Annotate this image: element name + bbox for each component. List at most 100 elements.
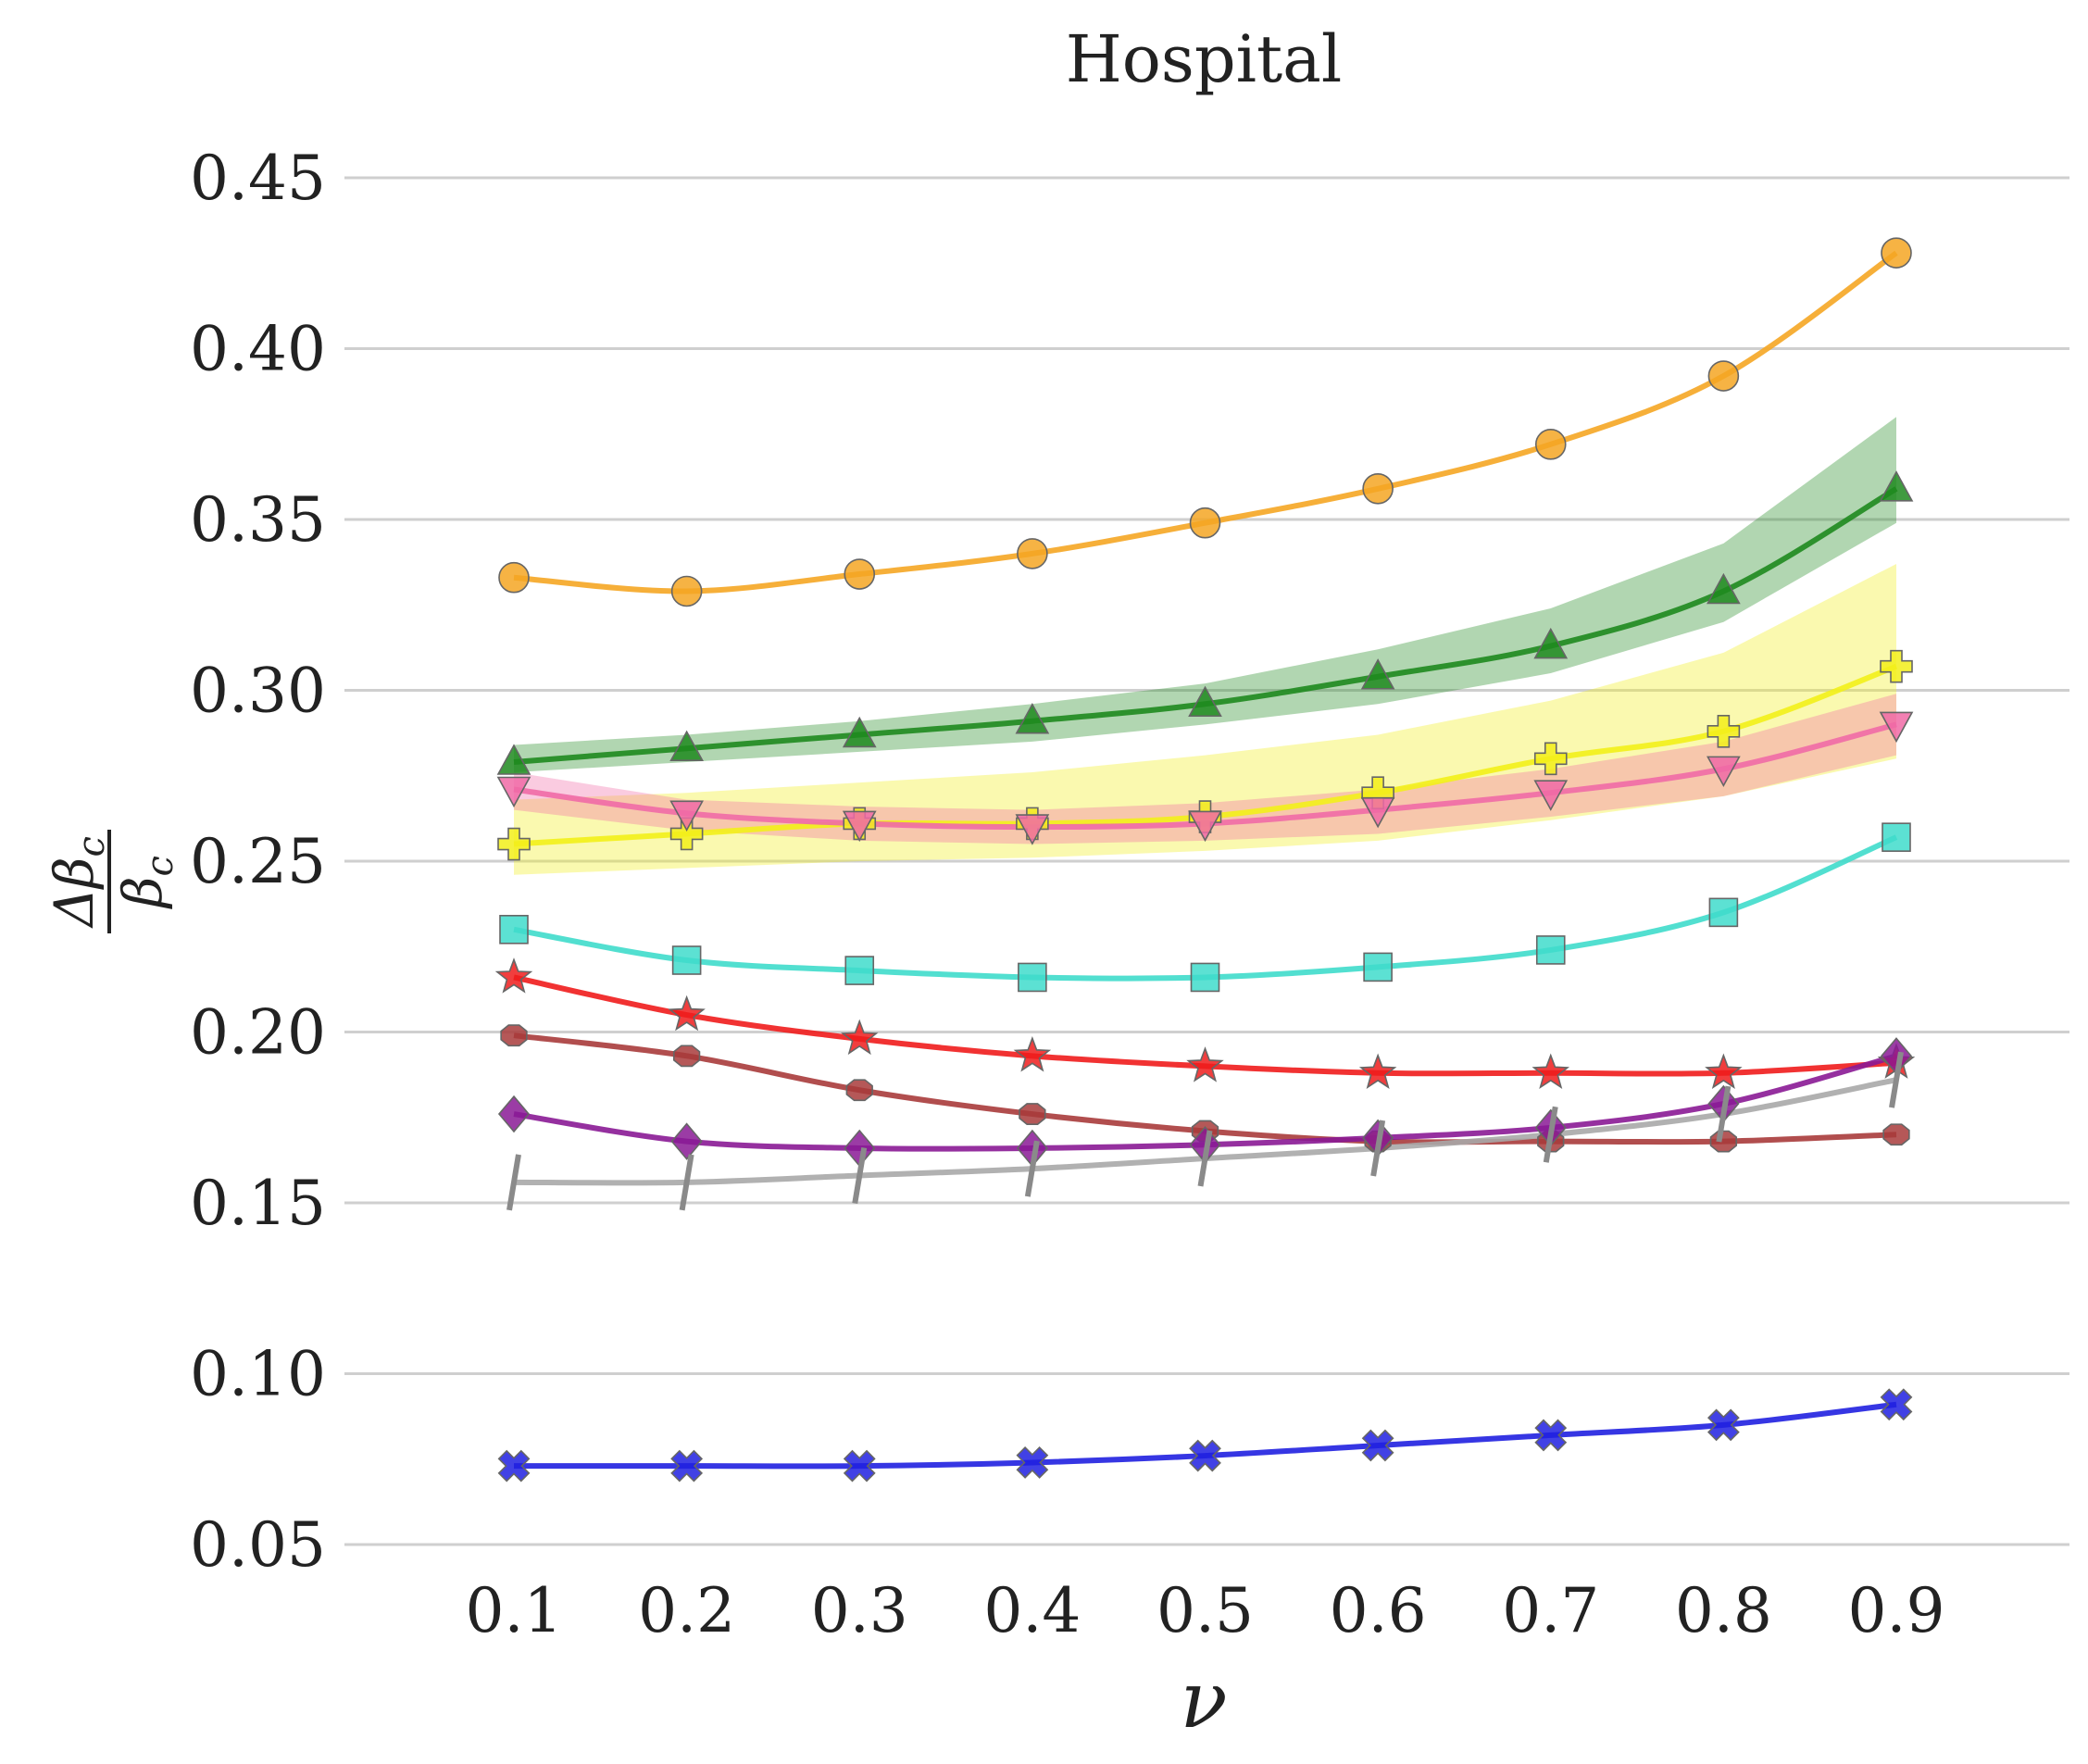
marker-blue bbox=[1707, 1408, 1740, 1442]
y-tick-label: 0.25 bbox=[190, 826, 326, 897]
x-tick-label: 0.1 bbox=[466, 1575, 563, 1646]
marker-blue bbox=[670, 1449, 704, 1483]
marker-brown bbox=[1019, 1103, 1046, 1125]
marker-yellow bbox=[497, 827, 531, 861]
marker-green bbox=[669, 730, 704, 762]
marker-turquoise bbox=[1708, 897, 1739, 928]
marker-brown bbox=[500, 1024, 528, 1047]
marker-pink bbox=[1188, 810, 1222, 843]
marker-gray bbox=[506, 1154, 521, 1211]
marker-turquoise bbox=[1363, 952, 1393, 982]
x-tick-label: 0.4 bbox=[983, 1575, 1081, 1646]
marker-red bbox=[1186, 1046, 1224, 1082]
x-axis-label: ν bbox=[1180, 1655, 1227, 1745]
marker-pink bbox=[1360, 796, 1395, 829]
marker-turquoise bbox=[844, 956, 875, 985]
x-tick-label: 0.7 bbox=[1502, 1575, 1599, 1646]
marker-blue bbox=[497, 1449, 531, 1483]
marker-gray bbox=[1889, 1051, 1904, 1108]
marker-pink bbox=[1707, 756, 1741, 788]
marker-orange bbox=[1017, 538, 1048, 569]
marker-orange bbox=[498, 561, 530, 594]
marker-red bbox=[1013, 1036, 1052, 1072]
y-tick-label: 0.15 bbox=[190, 1168, 326, 1239]
marker-gray bbox=[852, 1146, 868, 1204]
marker-green bbox=[1707, 572, 1741, 605]
marker-blue bbox=[1189, 1439, 1221, 1472]
x-tick-label: 0.5 bbox=[1157, 1575, 1254, 1646]
marker-green bbox=[1360, 658, 1395, 690]
marker-pink bbox=[1015, 814, 1050, 845]
marker-turquoise bbox=[499, 914, 529, 945]
marker-turquoise bbox=[1190, 962, 1220, 993]
y-tick-label: 0.10 bbox=[190, 1339, 326, 1410]
chart-title: Hospital bbox=[1066, 21, 1343, 97]
marker-layer bbox=[494, 237, 1916, 1483]
marker-pink bbox=[1879, 711, 1914, 744]
marker-green bbox=[1188, 685, 1222, 718]
x-tick-label: 0.2 bbox=[638, 1575, 735, 1646]
marker-red bbox=[1358, 1053, 1397, 1089]
marker-pink bbox=[669, 800, 704, 832]
marker-brown bbox=[1709, 1130, 1738, 1153]
marker-gray bbox=[679, 1154, 694, 1211]
tick-layer: 0.05 0.10 0.15 0.20 0.25 0.30 0.35 0.40 0.45 0.1 0… bbox=[190, 143, 1944, 1646]
y-label-denominator: βc bbox=[111, 856, 181, 909]
marker-turquoise bbox=[1535, 935, 1566, 965]
y-label-numerator: Δβc bbox=[43, 836, 113, 929]
marker-brown bbox=[845, 1079, 873, 1102]
y-tick-label: 0.30 bbox=[190, 656, 326, 727]
marker-yellow bbox=[1880, 649, 1913, 683]
marker-purple bbox=[497, 1095, 531, 1133]
marker-gray bbox=[1370, 1120, 1386, 1177]
marker-green bbox=[1879, 470, 1914, 502]
marker-yellow bbox=[669, 817, 704, 851]
x-tick-label: 0.3 bbox=[811, 1575, 908, 1646]
marker-turquoise bbox=[1018, 962, 1047, 993]
x-tick-label: 0.9 bbox=[1848, 1575, 1945, 1646]
marker-green bbox=[1533, 627, 1569, 659]
marker-blue bbox=[1880, 1388, 1913, 1421]
marker-green bbox=[1015, 703, 1050, 734]
marker-blue bbox=[1534, 1419, 1568, 1452]
marker-orange bbox=[670, 575, 703, 607]
series-line-orange bbox=[513, 250, 1898, 594]
marker-yellow bbox=[1533, 742, 1568, 776]
marker-blue bbox=[1361, 1429, 1394, 1462]
marker-gray bbox=[1543, 1106, 1558, 1163]
marker-red bbox=[1532, 1053, 1569, 1089]
marker-gray bbox=[1716, 1085, 1732, 1143]
y-tick-label: 0.45 bbox=[190, 143, 326, 214]
marker-green bbox=[496, 744, 531, 775]
marker-blue bbox=[1016, 1446, 1049, 1479]
marker-blue bbox=[843, 1449, 876, 1483]
y-tick-label: 0.35 bbox=[190, 484, 326, 556]
marker-pink bbox=[496, 776, 531, 808]
marker-orange bbox=[844, 558, 876, 590]
marker-pink bbox=[1533, 780, 1569, 811]
marker-orange bbox=[1881, 237, 1912, 269]
marker-pink bbox=[842, 810, 877, 843]
marker-red bbox=[841, 1019, 879, 1056]
marker-red bbox=[1705, 1053, 1743, 1089]
y-tick-label: 0.20 bbox=[190, 997, 326, 1069]
marker-orange bbox=[1707, 360, 1740, 392]
marker-green bbox=[842, 716, 877, 748]
marker-orange bbox=[1534, 429, 1567, 460]
marker-orange bbox=[1189, 507, 1221, 539]
y-axis-label: Δβc βc bbox=[43, 830, 181, 933]
marker-brown bbox=[1882, 1123, 1910, 1146]
marker-turquoise bbox=[671, 945, 702, 975]
marker-brown bbox=[672, 1045, 701, 1068]
y-tick-label: 0.40 bbox=[190, 314, 326, 385]
y-tick-label: 0.05 bbox=[190, 1509, 326, 1581]
marker-yellow bbox=[1707, 714, 1741, 748]
marker-red bbox=[668, 995, 706, 1032]
x-tick-label: 0.8 bbox=[1675, 1575, 1772, 1646]
marker-gray bbox=[1197, 1130, 1213, 1187]
marker-turquoise bbox=[1882, 822, 1911, 852]
marker-purple bbox=[670, 1122, 703, 1160]
x-tick-label: 0.6 bbox=[1330, 1575, 1427, 1646]
marker-red bbox=[494, 957, 533, 994]
